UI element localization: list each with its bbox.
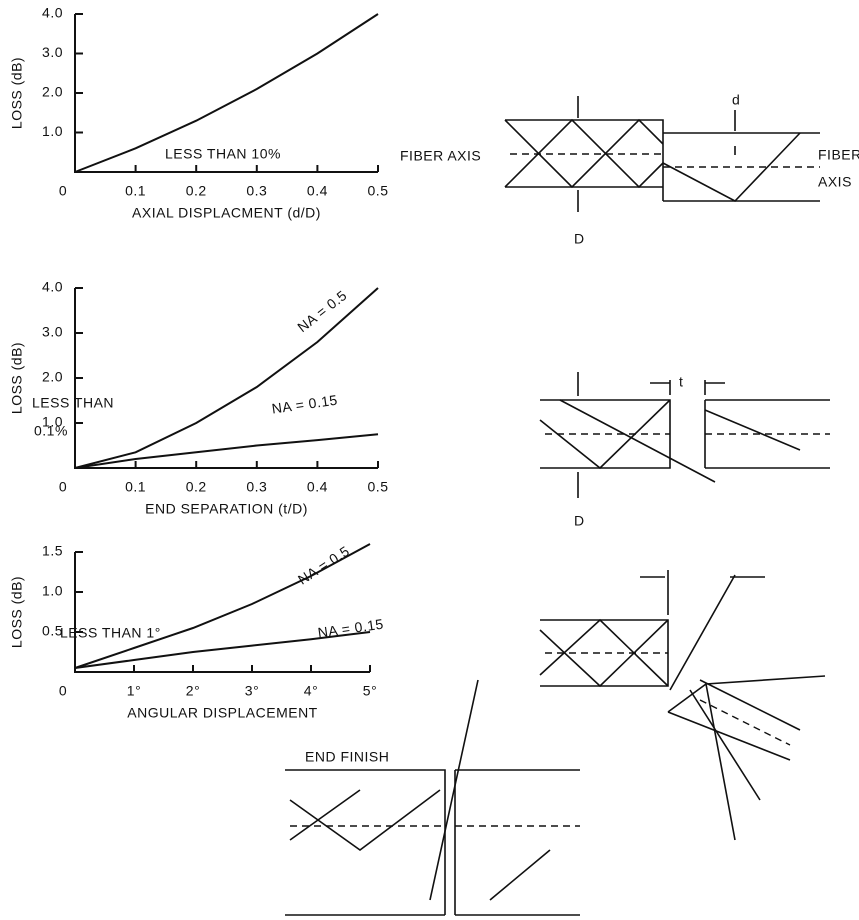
- x-tick-label: 4°: [304, 683, 318, 699]
- annotation: LESS THAN 10%: [165, 146, 281, 162]
- label: AXIS: [818, 174, 852, 190]
- x-axis-label: ANGULAR DISPLACEMENT: [127, 705, 317, 721]
- x-tick-label: 1°: [127, 683, 141, 699]
- figure: FIBER AXIS FIBER AXIS d D t D END FINISH…: [0, 0, 859, 920]
- y-tick-label: 1.0: [42, 583, 63, 599]
- x-tick-label: 0.3: [246, 183, 267, 199]
- y-axis-label: LOSS (dB): [9, 342, 25, 414]
- label: D: [574, 513, 585, 529]
- x-tick-label: 0.4: [307, 479, 328, 495]
- x-axis-label: END SEPARATION (t/D): [145, 501, 308, 517]
- x-tick-label: 0.5: [368, 479, 389, 495]
- label: END FINISH: [305, 749, 389, 765]
- x-tick-label: 0: [59, 479, 67, 495]
- fiber-outline: [285, 770, 580, 915]
- x-tick-label: 0.3: [246, 479, 267, 495]
- line-series: [75, 288, 378, 468]
- diagram-separation: t D: [540, 372, 830, 529]
- x-tick-label: 0.1: [125, 183, 146, 199]
- y-axis-label: LOSS (dB): [9, 576, 25, 648]
- ray: [540, 575, 800, 800]
- label: d: [732, 92, 740, 108]
- label: D: [574, 231, 585, 247]
- ray: [505, 120, 800, 201]
- ray: [290, 680, 550, 900]
- series-label: NA = 0.15: [317, 616, 385, 641]
- diagram-angular: [540, 570, 825, 840]
- annotation: LESS THAN: [32, 395, 114, 411]
- x-tick-label: 0: [59, 183, 67, 199]
- y-tick-label: 1.0: [42, 123, 63, 139]
- label: t: [679, 374, 683, 390]
- y-tick-label: 4.0: [42, 279, 63, 295]
- annotation: 0.1%: [34, 423, 68, 439]
- x-tick-label: 0.2: [186, 479, 207, 495]
- dim-arrow: [640, 570, 765, 615]
- x-tick-label: 0.1: [125, 479, 146, 495]
- y-tick-label: 4.0: [42, 5, 63, 21]
- x-axis-label: AXIAL DISPLACMENT (d/D): [132, 205, 321, 221]
- x-tick-label: 5°: [363, 683, 377, 699]
- x-tick-label: 2°: [186, 683, 200, 699]
- diagram-end-finish: END FINISH: [285, 680, 580, 915]
- x-tick-label: 0: [59, 683, 67, 699]
- axis: [75, 288, 378, 468]
- x-tick-label: 3°: [245, 683, 259, 699]
- x-tick-label: 0.5: [368, 183, 389, 199]
- y-tick-label: 3.0: [42, 44, 63, 60]
- y-axis-label: LOSS (dB): [9, 57, 25, 129]
- y-tick-label: 3.0: [42, 324, 63, 340]
- dim-arrow: [578, 372, 725, 498]
- series-label: NA = 0.5: [295, 543, 352, 588]
- label: FIBER: [818, 147, 859, 163]
- x-tick-label: 0.2: [186, 183, 207, 199]
- x-tick-label: 0.4: [307, 183, 328, 199]
- series-label: NA = 0.15: [271, 392, 339, 417]
- annotation: LESS THAN 1°: [60, 625, 161, 641]
- label: FIBER AXIS: [400, 148, 481, 164]
- y-tick-label: 2.0: [42, 369, 63, 385]
- y-tick-label: 1.5: [42, 543, 63, 559]
- line-series: [75, 434, 378, 468]
- diagram-axial: FIBER AXIS FIBER AXIS d D: [400, 92, 859, 247]
- y-tick-label: 2.0: [42, 84, 63, 100]
- series-label: NA = 0.5: [294, 287, 350, 335]
